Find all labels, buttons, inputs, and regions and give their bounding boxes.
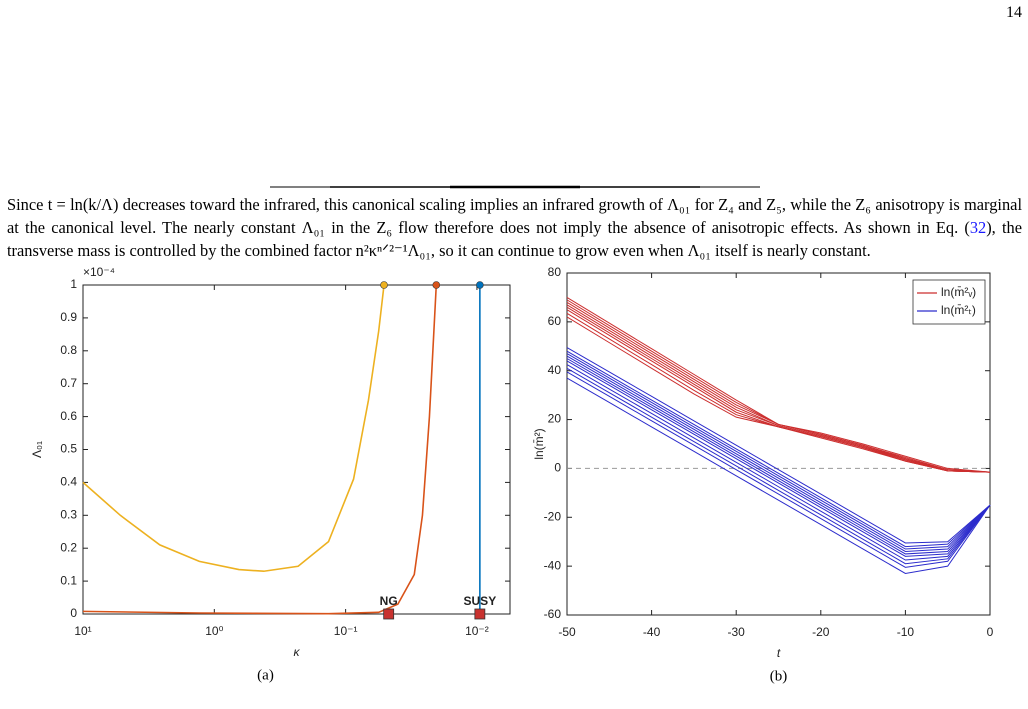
y-tick-label: 0.1 — [60, 573, 77, 587]
x-axis-label: κ — [294, 645, 301, 659]
plot-frame — [82, 284, 511, 615]
figure-caption: (b) — [770, 668, 788, 684]
y-tick-label: -60 — [544, 607, 562, 621]
x-tick-label: -50 — [558, 625, 576, 639]
chart: 0 0.1 0.2 0.3 0.4 0.5 0.6 0.7 0.8 0.9 1 10¹ 10⁰ 10⁻¹ 1… — [30, 265, 511, 683]
y-tick-label: 0.3 — [60, 507, 77, 521]
marker-label: SUSY — [464, 594, 497, 608]
chart: -60 -40 -20 0 20 40 60 80 -50 -40 -30 -20 -10 0 t ln(m̄… — [532, 265, 993, 684]
y-tick-label: 0.2 — [60, 540, 77, 554]
y-tick-label: 0.5 — [60, 442, 77, 456]
x-tick-label: -20 — [812, 625, 830, 639]
line-series — [566, 371, 991, 568]
line-series — [566, 299, 991, 473]
paragraph-text: Since t = ln(k/Λ) decreases toward the i… — [7, 195, 1022, 237]
plot-frame — [566, 272, 991, 616]
paragraph: Since t = ln(k/Λ) decreases toward the i… — [7, 193, 1022, 262]
end-marker — [432, 281, 441, 289]
y-tick-label: 60 — [548, 314, 562, 328]
equation-link[interactable]: 32 — [969, 218, 987, 237]
point-marker — [383, 608, 395, 620]
line-series — [566, 306, 991, 473]
marker-label: NG — [380, 594, 398, 608]
paragraph-text: ), the transverse mass is controlled by … — [7, 218, 1022, 260]
legend-label: ln(m̄²ᵥ) — [941, 285, 976, 299]
line-series — [566, 360, 991, 557]
y-axis-label: Λ₀₁ — [30, 441, 44, 458]
line-series — [566, 358, 991, 555]
legend-label: ln(m̄²ₜ) — [941, 303, 976, 317]
legend-box — [912, 279, 986, 325]
line-series — [566, 301, 991, 473]
y-tick-label: 0.9 — [60, 310, 77, 324]
line-series — [566, 309, 991, 473]
y-tick-label: 40 — [548, 363, 562, 377]
x-tick-label: 10¹ — [74, 624, 91, 638]
y-tick-label: 0.4 — [60, 475, 77, 489]
x-tick-label: 10⁻¹ — [334, 624, 358, 638]
y-tick-label: 0 — [554, 461, 561, 475]
y-tick-label: 20 — [548, 412, 562, 426]
x-tick-label: -30 — [728, 625, 746, 639]
y-tick-label: 0.6 — [60, 409, 77, 423]
x-tick-label: -10 — [897, 625, 915, 639]
line-series — [566, 377, 991, 574]
y-tick-label: 1 — [70, 277, 77, 291]
x-tick-label: 10⁰ — [205, 624, 223, 638]
line-series — [566, 353, 991, 550]
line-series — [566, 316, 991, 473]
y-tick-label: -40 — [544, 558, 562, 572]
y-tick-label: -20 — [544, 509, 562, 523]
x-tick-label: 10⁻² — [465, 624, 489, 638]
y-tick-label: 80 — [548, 265, 562, 279]
line-series — [566, 367, 991, 565]
line-series — [82, 284, 438, 615]
end-marker — [476, 281, 484, 289]
y-tick-label: 0.8 — [60, 343, 77, 357]
line-series — [566, 355, 991, 552]
line-series — [566, 350, 991, 548]
axis-multiplier: ×10⁻⁴ — [83, 265, 115, 279]
x-tick-label: 0 — [987, 625, 994, 639]
line-series — [566, 304, 991, 473]
figure-caption: (a) — [257, 667, 274, 683]
x-axis-label: t — [777, 646, 781, 660]
page-number: 14 — [1006, 4, 1022, 21]
y-tick-label: 0.7 — [60, 376, 77, 390]
y-axis-label: ln(m̄²) — [532, 428, 546, 459]
line-series — [82, 284, 385, 573]
end-marker — [380, 281, 388, 289]
y-tick-label: 0 — [70, 606, 77, 620]
line-series — [566, 347, 991, 544]
x-tick-label: -40 — [643, 625, 661, 639]
line-series — [566, 364, 991, 561]
point-marker — [474, 608, 486, 620]
